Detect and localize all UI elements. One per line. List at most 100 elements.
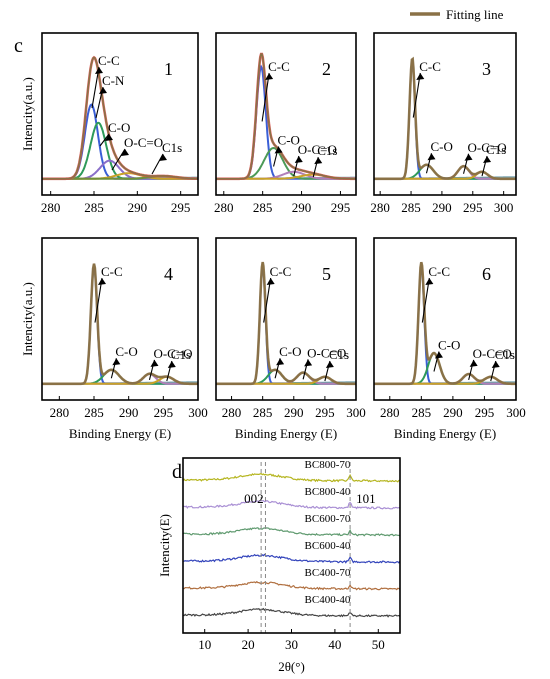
annotation-arrowhead <box>427 153 436 161</box>
peak-label: 002 <box>244 491 264 506</box>
annotation-o-c-o: O-C=O <box>468 140 507 155</box>
annotation-o-c-o: O-C=O <box>298 142 337 157</box>
xrd-series-BC400-40 <box>182 607 401 618</box>
annotation-c-c: C-C <box>270 264 292 279</box>
plot-frame <box>373 237 517 401</box>
annotation-arrowhead <box>425 278 434 285</box>
x-tick-label: 295 <box>331 200 351 215</box>
x-tick-label: 280 <box>370 200 390 215</box>
annotation-o-c-o: O-C=O <box>124 135 163 150</box>
x-tick-label: 300 <box>188 405 208 420</box>
series-label: BC800-40 <box>305 486 351 498</box>
annotation-c-o: C-O <box>108 120 130 135</box>
annotation-arrowhead <box>294 156 303 163</box>
annotation-arrowhead <box>167 361 176 368</box>
x-tick-label: 285 <box>253 200 273 215</box>
plot-frame <box>373 32 517 196</box>
x-tick-label: 20 <box>242 637 255 652</box>
annotation-arrow <box>263 277 272 323</box>
series-label: BC800-70 <box>305 459 351 471</box>
xrd-series-BC400-70 <box>183 580 401 591</box>
xrd-series-BC800-70 <box>182 472 401 483</box>
series-label: BC400-70 <box>305 567 351 579</box>
x-tick-label: 290 <box>128 200 148 215</box>
annotation-c-c: C-C <box>268 59 290 74</box>
x-tick-label: 290 <box>292 200 312 215</box>
plot-frame <box>215 237 357 401</box>
x-axis-label: Binding Energy (E) <box>69 426 171 441</box>
x-tick-label: 30 <box>285 637 298 652</box>
annotation-c1s: C1s <box>486 142 506 157</box>
x-tick-label: 50 <box>372 637 385 652</box>
x-tick-label: 290 <box>119 405 139 420</box>
annotation-c-n: C-N <box>102 73 125 88</box>
annotation-c-c: C-C <box>419 59 441 74</box>
annotation-arrowhead <box>483 156 492 163</box>
y-axis-label: Intencity(E) <box>157 514 172 577</box>
series-label: BC600-40 <box>305 540 351 552</box>
x-tick-label: 290 <box>443 405 463 420</box>
envelope-line <box>374 56 516 181</box>
x-tick-label: 290 <box>432 200 452 215</box>
fitting-line <box>216 53 356 180</box>
x-axis-label: 2θ(°) <box>278 659 305 674</box>
x-tick-label: 295 <box>171 200 191 215</box>
x-tick-label: 290 <box>284 405 304 420</box>
annotation-c-o: C-O <box>430 139 452 154</box>
annotation-c-o: C-O <box>438 337 460 352</box>
annotation-arrowhead <box>159 154 167 161</box>
plot-frame <box>41 237 199 401</box>
panel-number: 3 <box>482 59 491 79</box>
x-tick-label: 10 <box>198 637 211 652</box>
x-tick-label: 300 <box>346 405 366 420</box>
x-tick-label: 285 <box>253 405 273 420</box>
annotation-arrowhead <box>325 361 334 368</box>
annotation-arrowhead <box>266 278 275 285</box>
panel-d-letter: d <box>172 461 182 483</box>
plot-frame <box>215 32 357 196</box>
annotation-o-c-o: O-C=O <box>153 346 192 361</box>
panel-number: 4 <box>164 264 173 284</box>
fitting-line <box>42 56 198 180</box>
annotation-arrow <box>99 133 110 147</box>
xrd-panel: BC800-70 BC800-40 BC600-70 BC600-40 BC400-70… <box>157 457 401 674</box>
x-tick-label: 40 <box>328 637 341 652</box>
x-tick-label: 285 <box>401 200 421 215</box>
x-tick-label: 280 <box>214 200 234 215</box>
annotation-arrowhead <box>150 359 159 367</box>
x-tick-label: 285 <box>412 405 432 420</box>
annotation-c-o: C-O <box>278 132 300 147</box>
annotation-c1s: C1s <box>495 347 515 362</box>
x-tick-label: 295 <box>475 405 495 420</box>
annotation-arrowhead <box>469 359 478 367</box>
annotation-c-o: C-O <box>279 344 301 359</box>
series-label: BC600-70 <box>305 513 351 525</box>
legend: Fitting line <box>410 7 504 22</box>
annotation-arrow <box>111 148 126 171</box>
annotation-c1s: C1s <box>317 143 337 158</box>
peak-label: 101 <box>356 491 376 506</box>
annotation-arrowhead <box>434 351 443 359</box>
xps-panels: 280 285 290 2951C-CC-NC-OO-C=OC1sIntencity(… <box>20 32 526 441</box>
x-tick-label: 300 <box>506 405 526 420</box>
annotation-arrowhead <box>314 157 323 165</box>
y-axis-label: Intencity(a.u.) <box>20 282 35 356</box>
annotation-c-c: C-C <box>101 264 123 279</box>
annotation-arrowhead <box>304 359 313 367</box>
annotation-arrowhead <box>274 146 283 154</box>
annotation-arrowhead <box>276 358 285 366</box>
annotation-arrowhead <box>265 73 274 80</box>
annotation-arrow <box>261 72 270 122</box>
annotation-arrowhead <box>416 73 425 80</box>
peak-C-C-line <box>216 264 356 385</box>
x-axis-label: Binding Energy (E) <box>235 426 337 441</box>
x-tick-label: 280 <box>41 200 61 215</box>
x-axis-label: Binding Energy (E) <box>394 426 496 441</box>
annotation-arrow <box>91 66 100 109</box>
annotation-arrowhead <box>464 153 473 161</box>
annotation-c1s: C1s <box>162 140 182 155</box>
